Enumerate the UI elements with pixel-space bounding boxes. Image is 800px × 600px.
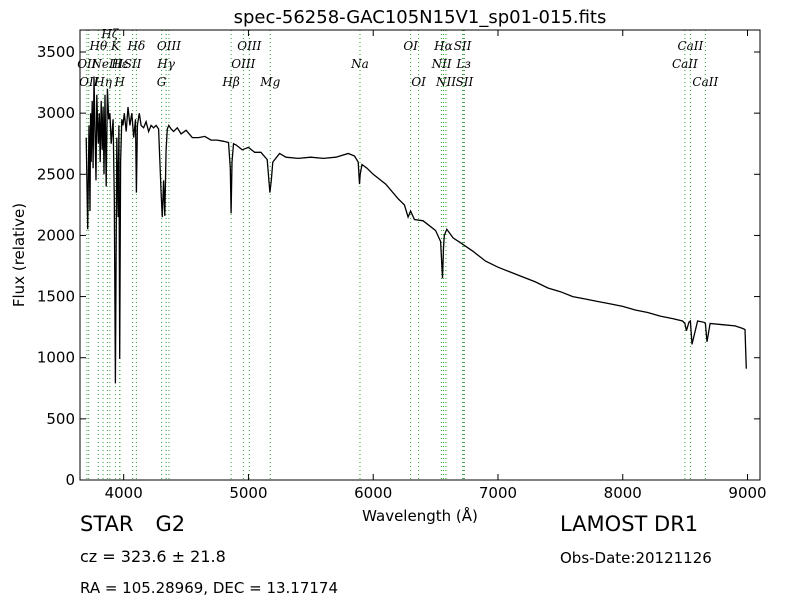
x-tick-label: 8000 bbox=[604, 484, 642, 502]
spectral-line-label: Lз bbox=[455, 57, 471, 71]
redshift-cz: cz = 323.6 ± 21.8 bbox=[80, 547, 226, 566]
y-tick-label: 3500 bbox=[37, 43, 75, 61]
spectral-line-label: NeIII bbox=[90, 57, 123, 71]
y-axis-label: Flux (relative) bbox=[10, 203, 28, 307]
classification-line: STAR G2 bbox=[80, 512, 185, 536]
spectral-line-label: Hβ bbox=[221, 75, 239, 89]
spectral-line-label: Hθ bbox=[88, 39, 107, 53]
spectral-line-label: OIII bbox=[231, 57, 255, 71]
ra-dec-coordinates: RA = 105.28969, DEC = 13.17174 bbox=[80, 579, 339, 597]
spectral-line-label: NII bbox=[431, 57, 452, 71]
spectral-line-label: Hα bbox=[433, 39, 453, 53]
spectral-line-label: CaII bbox=[692, 75, 718, 89]
y-tick-label: 1000 bbox=[37, 349, 75, 367]
emission-line-markers bbox=[86, 30, 706, 480]
emission-line-labels: OIIOIIHθHηNeIIIHζKHHεSIIHδGHγOIIIHβOIIIO… bbox=[77, 27, 718, 89]
object-class: STAR bbox=[80, 512, 134, 536]
x-axis-ticks: 4000 5000 6000 7000 8000 9000 bbox=[105, 30, 767, 502]
y-tick-label: 1500 bbox=[37, 288, 75, 306]
spectral-line-label: K bbox=[110, 39, 121, 53]
spectral-line-label: NII bbox=[435, 75, 456, 89]
spectral-line-label: Na bbox=[350, 57, 369, 71]
spectral-line-label: H bbox=[113, 75, 125, 89]
spectral-line-label: SII bbox=[456, 75, 474, 89]
spectral-line-label: Hη bbox=[93, 75, 112, 89]
y-tick-label: 2000 bbox=[37, 226, 75, 244]
spectral-line-label: OI bbox=[403, 39, 418, 53]
spectral-line-label: Hδ bbox=[127, 39, 146, 53]
survey-name: LAMOST DR1 bbox=[560, 512, 699, 536]
x-tick-label: 7000 bbox=[479, 484, 517, 502]
spectral-line-label: SII bbox=[454, 39, 472, 53]
object-subclass: G2 bbox=[155, 512, 186, 536]
spectral-line-label: G bbox=[157, 75, 167, 89]
y-axis-ticks: 0 500 1000 1500 2000 2500 3000 3500 bbox=[37, 43, 760, 489]
chart-title: spec-56258-GAC105N15V1_sp01-015.fits bbox=[234, 7, 607, 28]
x-axis-label: Wavelength (Å) bbox=[362, 506, 478, 525]
x-tick-label: 5000 bbox=[229, 484, 267, 502]
spectral-line-label: SII bbox=[124, 57, 142, 71]
spectrum-line bbox=[85, 76, 747, 384]
plot-frame bbox=[79, 29, 761, 481]
observation-date: Obs-Date:20121126 bbox=[560, 549, 712, 567]
y-tick-label: 0 bbox=[65, 471, 75, 489]
spectral-line-label: OIII bbox=[237, 39, 261, 53]
spectral-line-label: Hε bbox=[110, 57, 128, 71]
x-tick-label: 6000 bbox=[354, 484, 392, 502]
spectral-line-label: CaII bbox=[672, 57, 698, 71]
spectral-line-label: Mg bbox=[259, 75, 280, 89]
y-tick-label: 3000 bbox=[37, 104, 75, 122]
x-tick-label: 9000 bbox=[728, 484, 766, 502]
spectral-line-label: OIII bbox=[157, 39, 181, 53]
x-tick-label: 4000 bbox=[105, 484, 143, 502]
spectral-line-label: Hγ bbox=[156, 57, 175, 71]
spectral-line-label: CaII bbox=[677, 39, 703, 53]
spectral-line-label: OI bbox=[411, 75, 426, 89]
spectral-line-label: OII bbox=[77, 57, 97, 71]
y-tick-label: 2500 bbox=[37, 165, 75, 183]
y-tick-label: 500 bbox=[46, 410, 75, 428]
